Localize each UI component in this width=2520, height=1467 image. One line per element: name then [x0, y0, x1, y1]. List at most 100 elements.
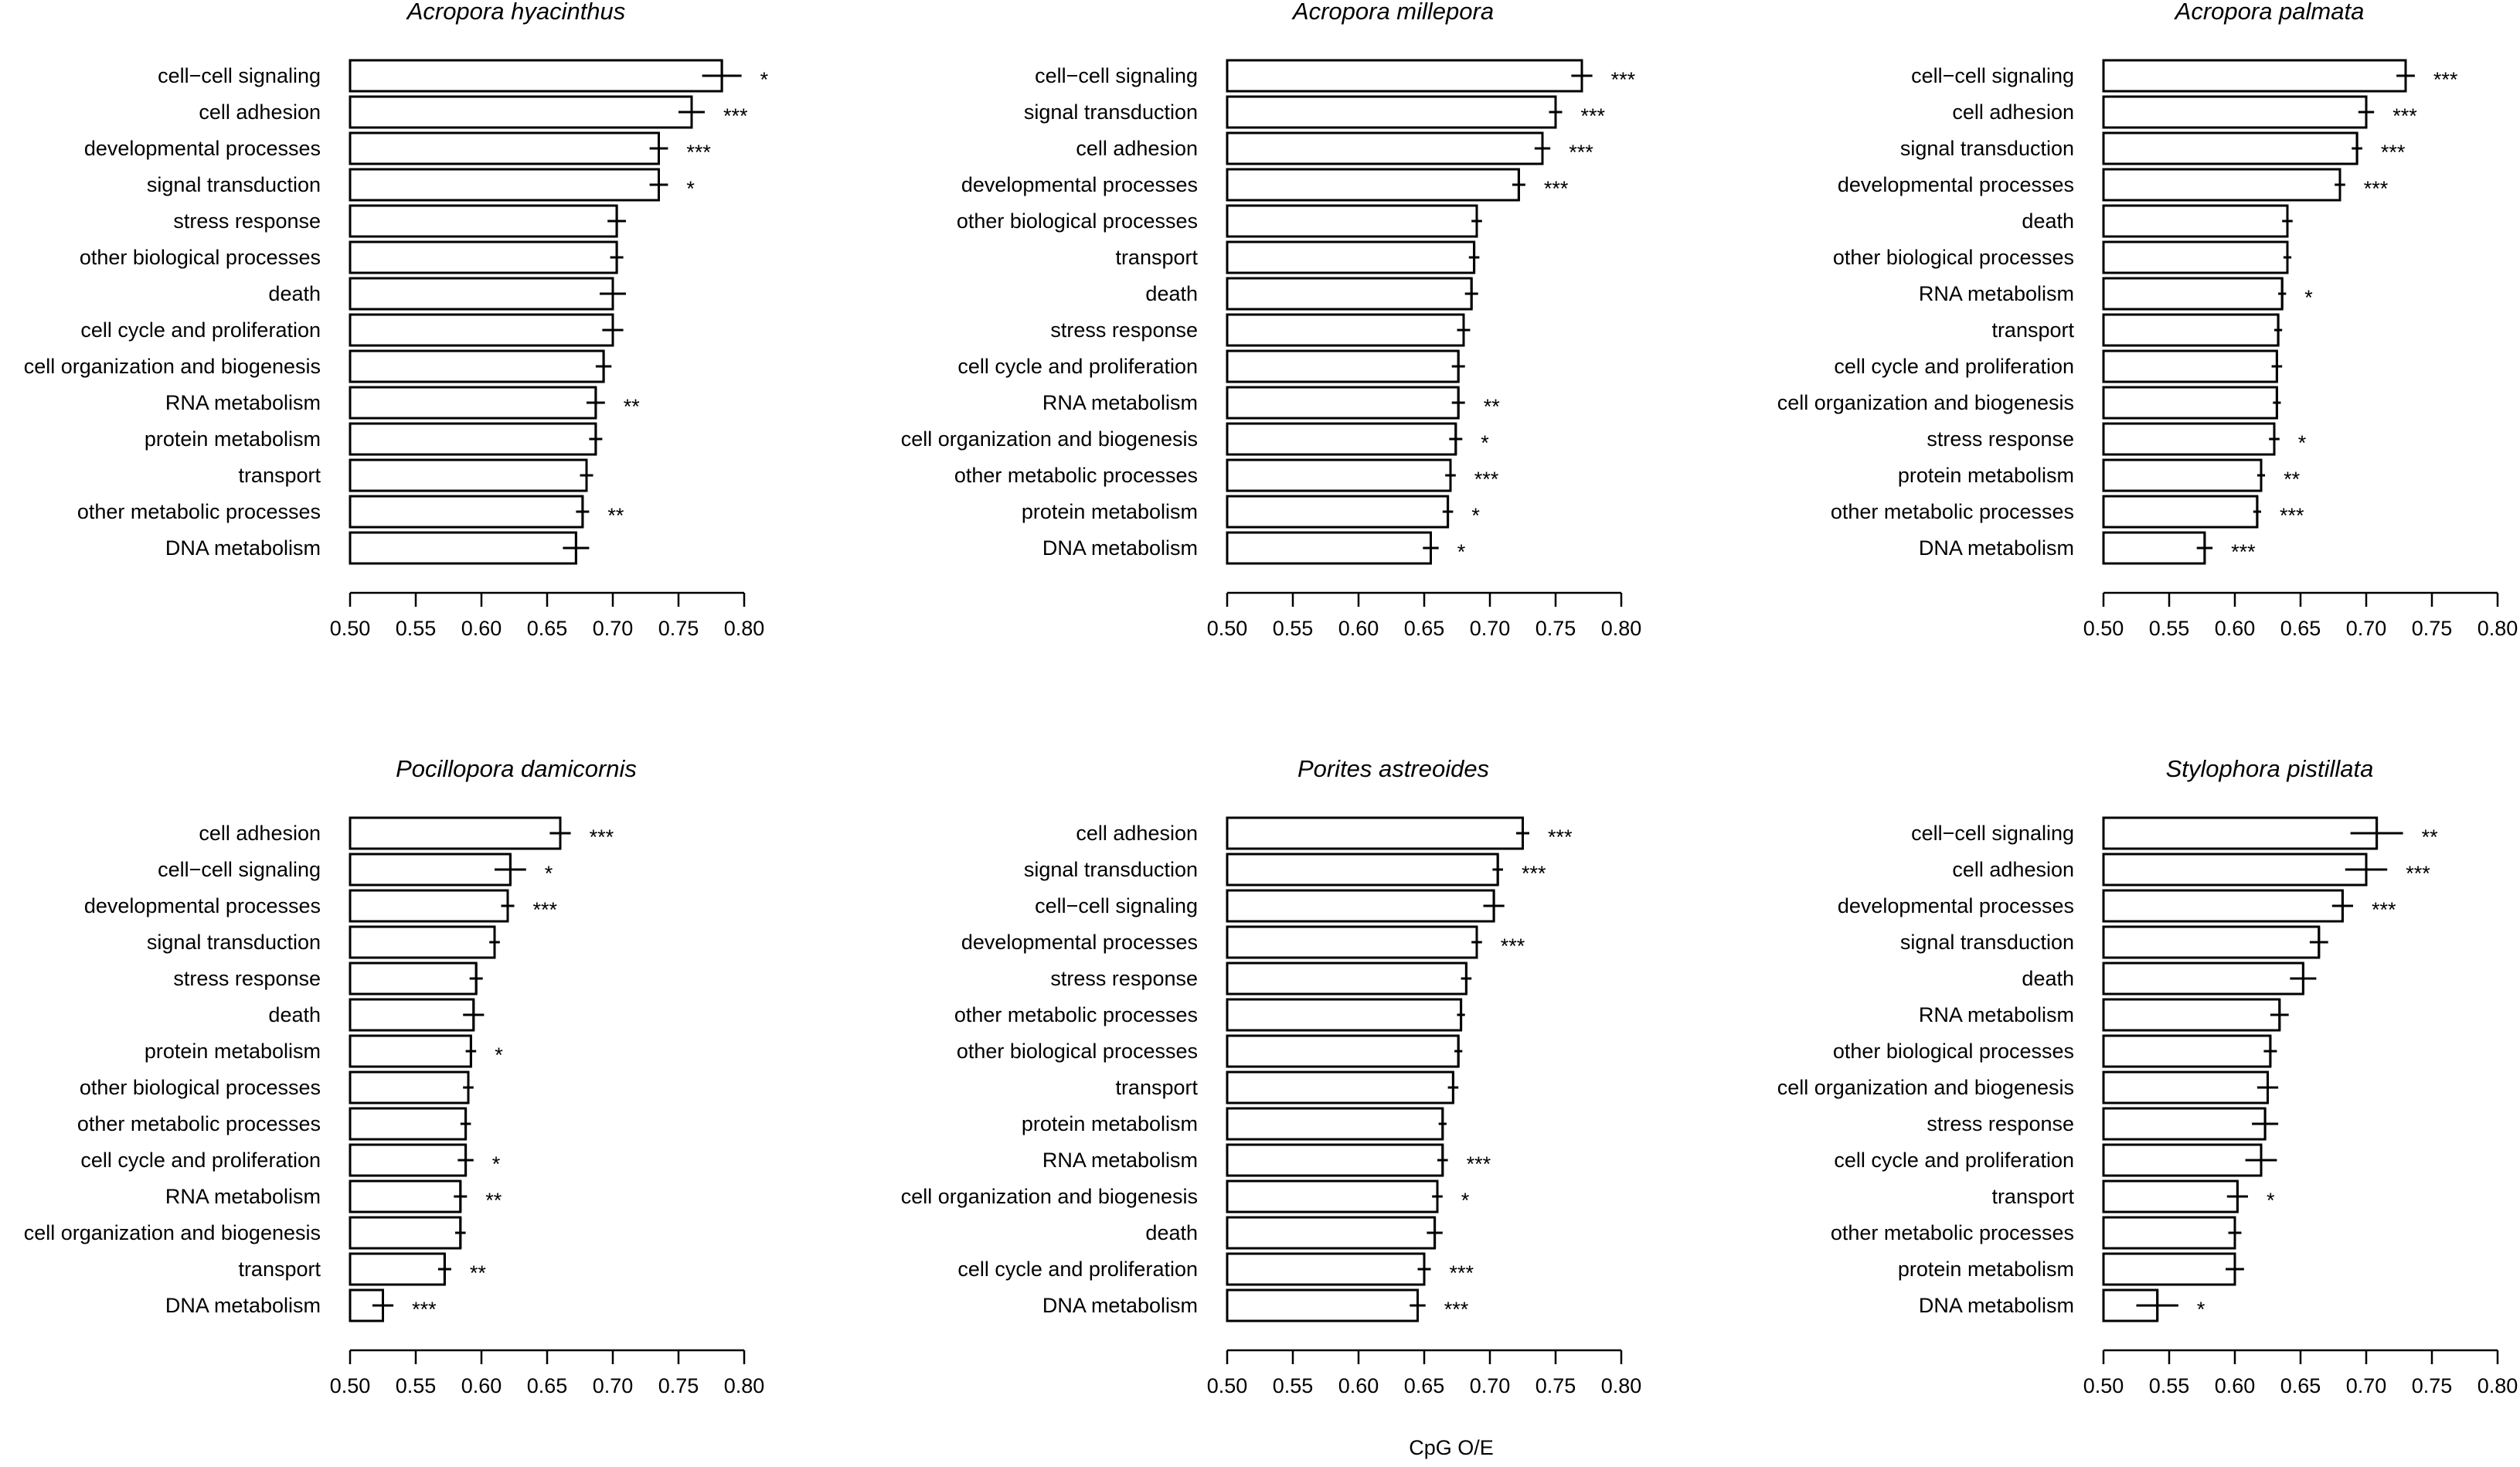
significance-label: *	[760, 68, 769, 91]
category-label: RNA metabolism	[1042, 1149, 1198, 1172]
x-tick-label: 0.75	[658, 617, 699, 640]
category-label: transport	[1115, 246, 1198, 269]
bar	[2102, 889, 2344, 923]
chart-panel-5: Porites astreoides cell adhesion *** signal…	[901, 755, 1642, 1397]
bar	[1226, 240, 1476, 274]
panel-title: Stylophora pistillata	[2166, 755, 2374, 782]
category-label: cell cycle and proliferation	[1834, 355, 2074, 378]
category-label: death	[1145, 1221, 1198, 1244]
x-tick-label: 0.70	[593, 1374, 634, 1397]
category-label: death	[2022, 967, 2074, 990]
category-label: cell organization and biogenesis	[24, 1221, 321, 1244]
bar	[2102, 240, 2289, 274]
category-label: other metabolic processes	[77, 1112, 321, 1135]
bar	[349, 962, 478, 996]
x-tick-label: 0.50	[330, 1374, 371, 1397]
category-label: cell−cell signaling	[1911, 64, 2074, 87]
category-label: RNA metabolism	[1919, 1003, 2074, 1026]
x-tick-label: 0.70	[1470, 617, 1511, 640]
bar	[2102, 962, 2304, 996]
x-tick-label: 0.75	[2412, 617, 2453, 640]
bar	[1226, 59, 1583, 93]
significance-label: *	[686, 177, 695, 200]
bar	[2102, 531, 2206, 565]
significance-label: *	[1481, 431, 1489, 454]
bar	[349, 277, 614, 311]
category-label: DNA metabolism	[165, 536, 321, 560]
significance-label: ***	[1501, 934, 1525, 958]
bar	[349, 998, 475, 1032]
category-label: cell adhesion	[1076, 822, 1198, 845]
category-label: cell cycle and proliferation	[80, 1149, 321, 1172]
bar	[349, 1143, 468, 1177]
category-label: death	[2022, 209, 2074, 233]
category-label: cell organization and biogenesis	[24, 355, 321, 378]
x-tick-label: 0.70	[1470, 1374, 1511, 1397]
x-tick-label: 0.80	[2477, 1374, 2518, 1397]
bar	[349, 1216, 462, 1250]
x-tick-label: 0.60	[461, 1374, 502, 1397]
bar	[349, 1070, 470, 1105]
x-tick-label: 0.65	[2280, 617, 2321, 640]
significance-label: ***	[590, 825, 614, 849]
bar	[2102, 1107, 2267, 1141]
category-label: protein metabolism	[1898, 1258, 2074, 1281]
category-label: RNA metabolism	[1042, 391, 1198, 414]
bar	[2102, 131, 2358, 165]
bar	[1226, 1216, 1437, 1250]
bar	[1226, 925, 1478, 959]
category-label: signal transduction	[1024, 858, 1198, 881]
category-label: developmental processes	[961, 173, 1198, 196]
category-label: transport	[238, 1258, 321, 1281]
bar	[349, 59, 723, 93]
bar	[2102, 458, 2263, 492]
x-tick-label: 0.65	[527, 617, 568, 640]
significance-label: ***	[533, 898, 558, 921]
significance-label: **	[607, 504, 624, 527]
bar	[1226, 349, 1460, 383]
significance-label: ***	[1450, 1261, 1474, 1285]
bar	[349, 495, 584, 529]
category-label: signal transduction	[1900, 931, 2074, 954]
bar	[349, 204, 618, 238]
bar	[1226, 204, 1478, 238]
bar	[1226, 1107, 1444, 1141]
category-label: stress response	[173, 967, 321, 990]
x-tick-label: 0.50	[1207, 617, 1248, 640]
x-tick-label: 0.50	[330, 617, 371, 640]
x-tick-label: 0.75	[1535, 1374, 1576, 1397]
bar	[1226, 495, 1450, 529]
bar	[349, 1034, 472, 1068]
category-label: cell adhesion	[199, 822, 321, 845]
category-label: stress response	[1927, 427, 2074, 451]
bar	[1226, 1143, 1444, 1177]
chart-panel-6: Stylophora pistillata cell−cell signaling…	[1777, 755, 2518, 1397]
x-tick-label: 0.50	[2083, 617, 2124, 640]
significance-label: *	[2197, 1298, 2205, 1321]
bar	[1226, 95, 1557, 129]
category-label: DNA metabolism	[1919, 1294, 2074, 1317]
x-axis-label: CpG O/E	[1409, 1436, 1494, 1459]
x-tick-label: 0.55	[2149, 617, 2190, 640]
category-label: cell adhesion	[1952, 858, 2074, 881]
bar	[349, 925, 496, 959]
category-label: stress response	[1927, 1112, 2074, 1135]
bar	[2102, 422, 2276, 456]
category-label: cell cycle and proliferation	[80, 318, 321, 342]
category-label: other metabolic processes	[77, 500, 321, 523]
bar	[1226, 168, 1520, 202]
bar	[2102, 1216, 2236, 1250]
bar	[349, 1179, 462, 1213]
category-label: cell adhesion	[1952, 100, 2074, 124]
bar	[2102, 495, 2259, 529]
bar	[349, 531, 577, 565]
panel-title: Acropora palmata	[2174, 0, 2365, 25]
bar	[2102, 998, 2281, 1032]
bar	[349, 422, 597, 456]
bar	[2102, 1143, 2263, 1177]
significance-label: *	[2298, 431, 2307, 454]
category-label: other metabolic processes	[1831, 500, 2074, 523]
